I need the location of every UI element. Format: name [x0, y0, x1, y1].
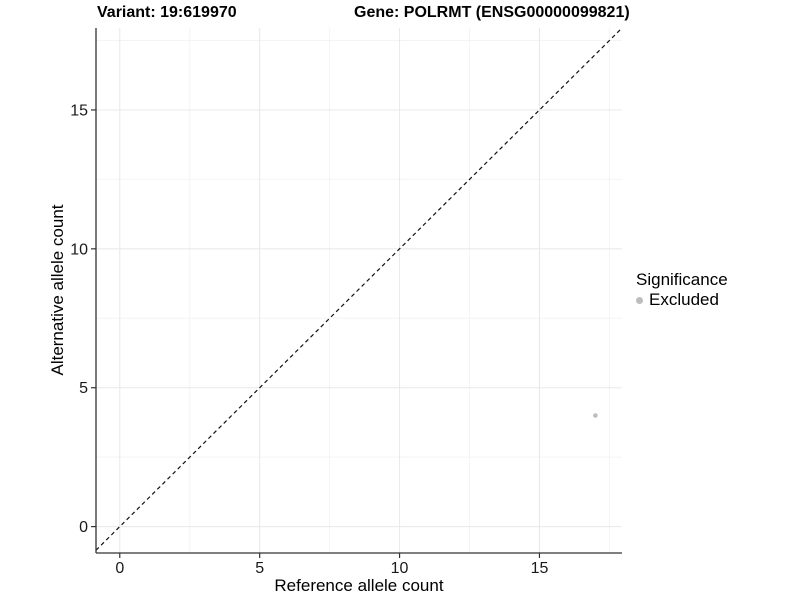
legend: Significance Excluded — [636, 270, 728, 310]
y-tick-label: 15 — [70, 102, 88, 119]
x-tick-label: 10 — [391, 560, 409, 577]
legend-item-label: Excluded — [649, 290, 719, 309]
x-tick-label: 0 — [115, 560, 124, 577]
y-tick-label: 5 — [79, 380, 88, 397]
data-point — [593, 413, 598, 418]
x-tick-label: 5 — [255, 560, 264, 577]
x-tick-label: 15 — [531, 560, 549, 577]
gene-title: Gene: POLRMT (ENSG00000099821) — [354, 4, 630, 21]
legend-point-circle-icon — [636, 296, 643, 304]
x-axis-title: Reference allele count — [274, 576, 444, 595]
identity-line — [95, 27, 623, 551]
variant-title: Variant: 19:619970 — [97, 4, 237, 21]
legend-item-excluded: Excluded — [636, 290, 728, 310]
y-tick-label: 10 — [70, 241, 88, 258]
legend-title: Significance — [636, 270, 728, 289]
y-tick-label: 0 — [79, 519, 88, 536]
y-axis-title: Alternative allele count — [48, 204, 67, 376]
